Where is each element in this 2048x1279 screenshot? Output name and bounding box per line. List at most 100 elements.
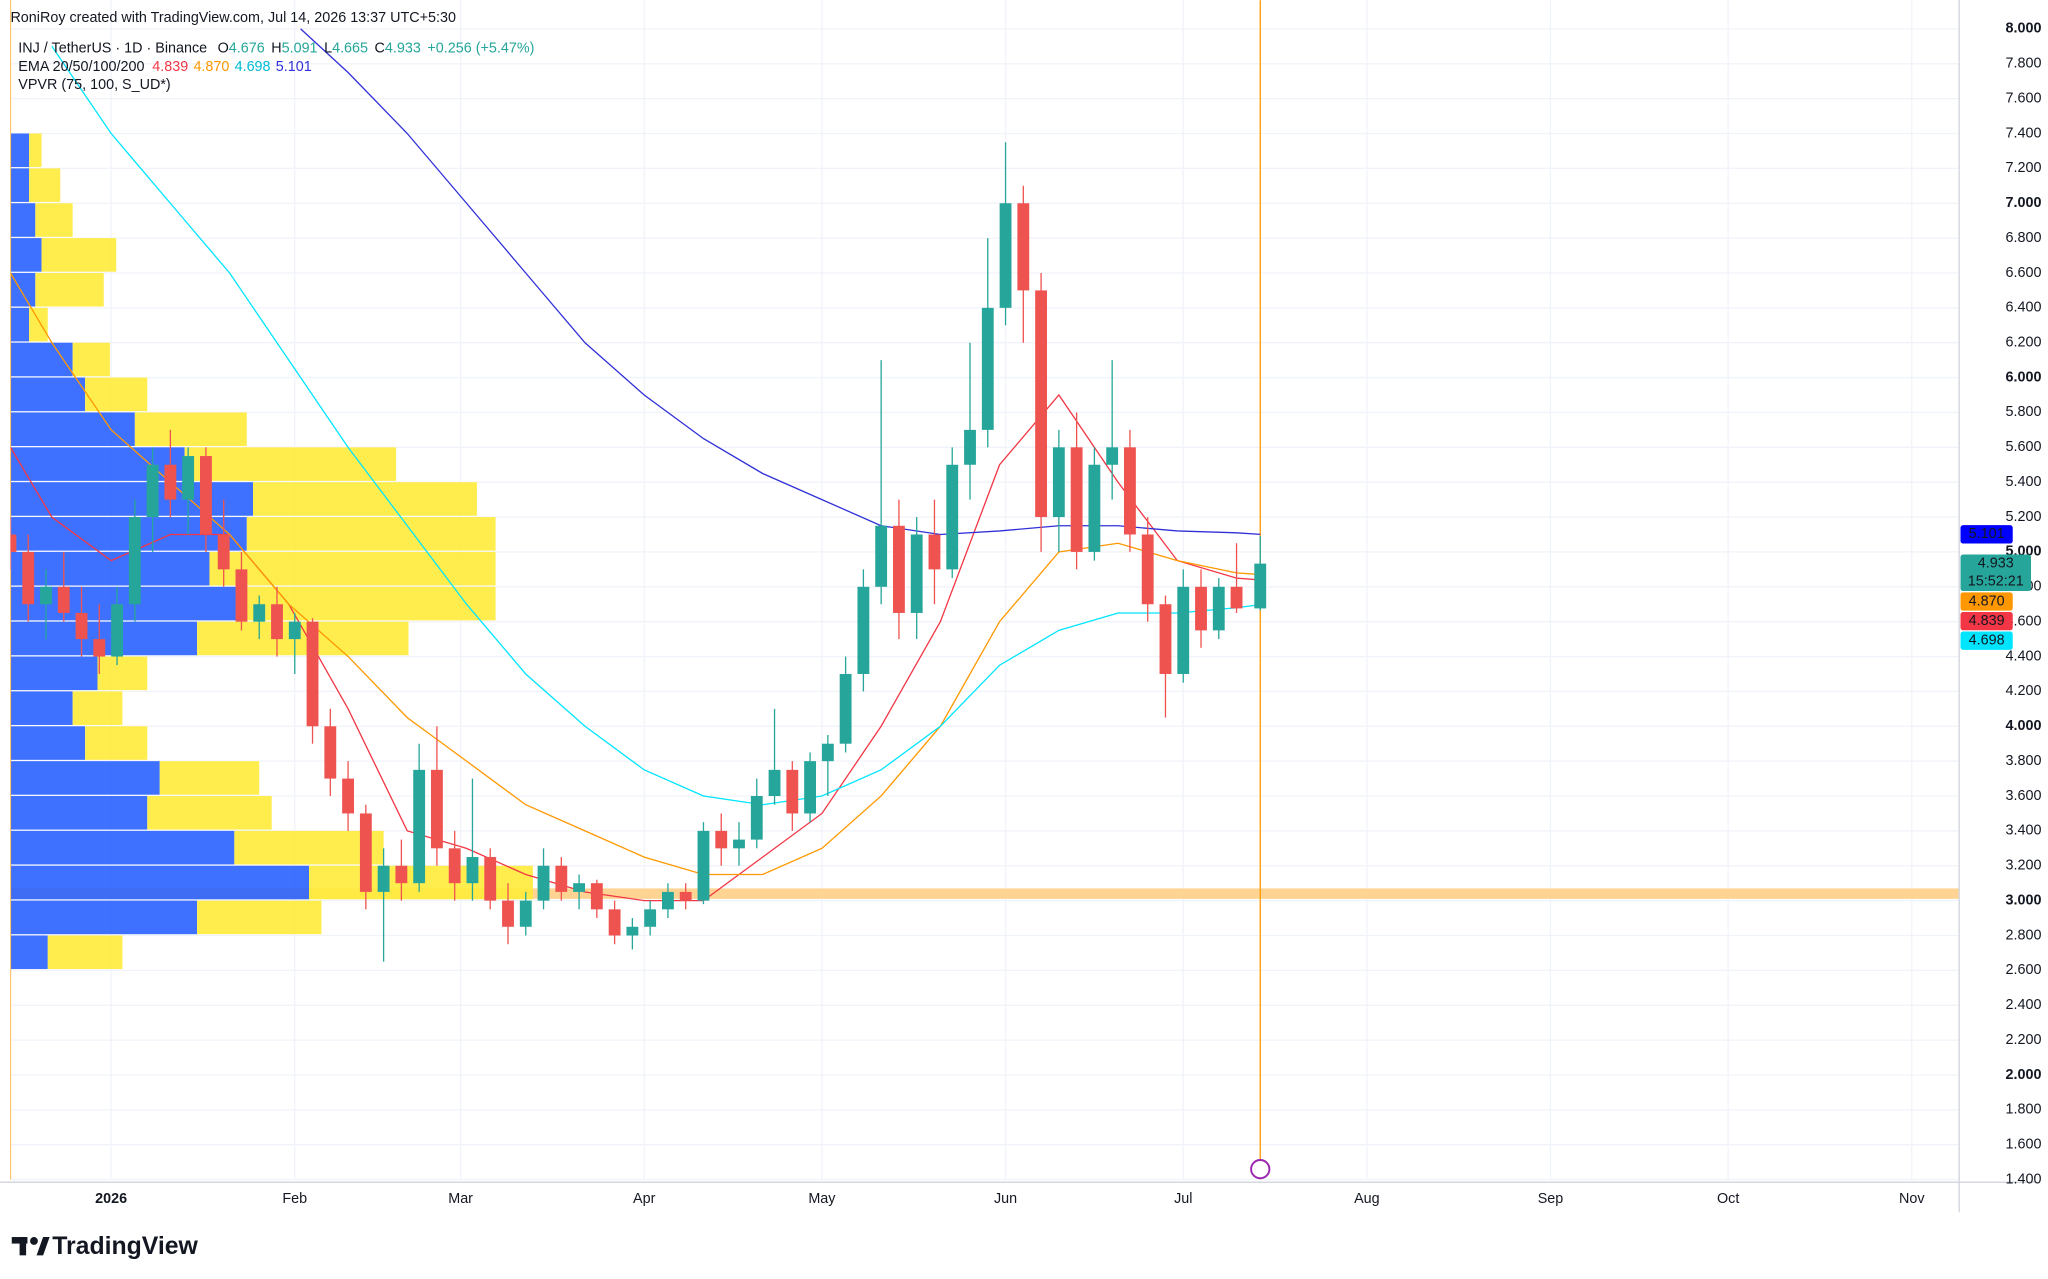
ohlc-value: 4.933	[385, 40, 421, 56]
vpvr-up	[10, 796, 148, 830]
vpvr-up	[10, 935, 48, 970]
y-tick-label: 5.600	[2006, 439, 2042, 455]
candle-body	[40, 586, 52, 605]
candle-body	[1159, 604, 1172, 674]
candle-body	[857, 586, 870, 674]
vpvr-down	[72, 342, 110, 377]
candle-body	[253, 604, 266, 622]
y-tick-label: 7.400	[2006, 125, 2042, 141]
vpvr-down	[85, 726, 148, 760]
ema-price-box	[1960, 592, 2013, 611]
vpvr-down	[72, 691, 123, 725]
y-tick-label: 1.600	[2006, 1137, 2042, 1153]
y-tick-label: 6.600	[2006, 265, 2042, 281]
ema-value: 4.698	[235, 59, 271, 75]
candle-body	[164, 464, 177, 500]
y-tick-label: 1.400	[2006, 1171, 2042, 1187]
vpvr-up	[10, 377, 86, 412]
x-tick-label: Oct	[1717, 1191, 1739, 1207]
candle-body	[1088, 464, 1101, 552]
ema-value: 4.839	[152, 59, 188, 75]
candle-body	[484, 857, 497, 901]
x-tick-label: 2026	[95, 1191, 127, 1207]
vpvr-up	[10, 691, 73, 725]
support-zone	[10, 888, 1960, 899]
vpvr-up	[10, 307, 30, 342]
candle-body	[413, 769, 426, 884]
candle-body	[1141, 534, 1154, 605]
vpvr-down	[246, 517, 496, 551]
header: RoniRoy created with TradingView.com, Ju…	[10, 10, 534, 93]
x-tick-label: May	[808, 1191, 836, 1207]
candle-body	[430, 769, 443, 849]
vpvr-down	[197, 900, 322, 935]
y-tick-label: 3.000	[2006, 892, 2042, 908]
countdown: 15:52:21	[1968, 574, 2024, 590]
y-tick-label: 4.000	[2006, 718, 2042, 734]
ohlc-change: +0.256 (+5.47%)	[427, 40, 534, 56]
candle-body	[555, 865, 568, 892]
vpvr-down	[209, 551, 496, 586]
logo-stem	[19, 1237, 27, 1256]
x-tick-label: Apr	[633, 1191, 656, 1207]
vpvr-up	[10, 656, 98, 691]
vpvr-up	[10, 726, 86, 760]
x-tick-label: Feb	[282, 1191, 307, 1207]
vpvr-up	[10, 761, 160, 795]
ema-price-label: 4.839	[1969, 613, 2005, 629]
vpvr-down	[29, 133, 42, 168]
x-tick-label: Aug	[1354, 1191, 1380, 1207]
candle-body	[128, 517, 141, 605]
candle-body	[875, 525, 888, 587]
candle-body	[768, 769, 781, 797]
candle-body	[964, 429, 976, 465]
candle-body	[1230, 586, 1243, 609]
candle-body	[608, 909, 621, 936]
ema-legend: EMA 20/50/100/200 4.839 4.870 4.698 5.101	[18, 59, 311, 75]
vpvr-up	[10, 865, 309, 900]
vpvr-down	[47, 935, 123, 970]
candle-body	[981, 307, 994, 430]
candle-body	[573, 883, 585, 892]
candle-body	[57, 586, 70, 613]
candle-body	[928, 534, 941, 570]
candle-body	[10, 534, 17, 552]
y-tick-label: 2.000	[2006, 1067, 2042, 1083]
vpvr-up	[10, 168, 30, 202]
ohlc-value: 5.091	[282, 40, 318, 56]
ema-value: 5.101	[276, 59, 312, 75]
candle-body	[697, 830, 710, 901]
y-tick-label: 2.800	[2006, 927, 2042, 943]
y-tick-label: 7.800	[2006, 56, 2042, 72]
candle-body	[288, 621, 301, 640]
vpvr-up	[10, 412, 135, 447]
y-tick-label: 6.800	[2006, 230, 2042, 246]
candle-body	[679, 891, 692, 901]
vpvr-down	[29, 168, 61, 202]
ohlc-prefix: H	[271, 40, 281, 56]
candle-body	[93, 639, 106, 657]
vpvr-up	[10, 551, 210, 586]
candle-body	[519, 900, 532, 927]
candle-body	[644, 909, 657, 927]
vpvr-up	[10, 482, 254, 516]
candle-body	[182, 456, 195, 500]
x-tick-label: Jun	[994, 1191, 1017, 1207]
x-tick-label: Nov	[1899, 1191, 1925, 1207]
y-tick-label: 3.400	[2006, 823, 2042, 839]
y-tick-label: 6.000	[2006, 369, 2042, 385]
candle-body	[821, 743, 834, 762]
candle-body	[75, 612, 88, 640]
y-tick-label: 3.600	[2006, 788, 2042, 804]
candle-body	[804, 761, 817, 814]
candle-body	[715, 830, 728, 849]
candle-body	[342, 778, 354, 814]
x-tick-label: Mar	[448, 1191, 473, 1207]
vpvr-down	[41, 238, 117, 272]
candle-body	[502, 900, 514, 927]
vpvr-up	[10, 830, 235, 865]
vpvr-down	[85, 377, 148, 412]
last-price-label: 4.933	[1978, 555, 2014, 571]
plot-area	[10, 0, 1960, 1180]
